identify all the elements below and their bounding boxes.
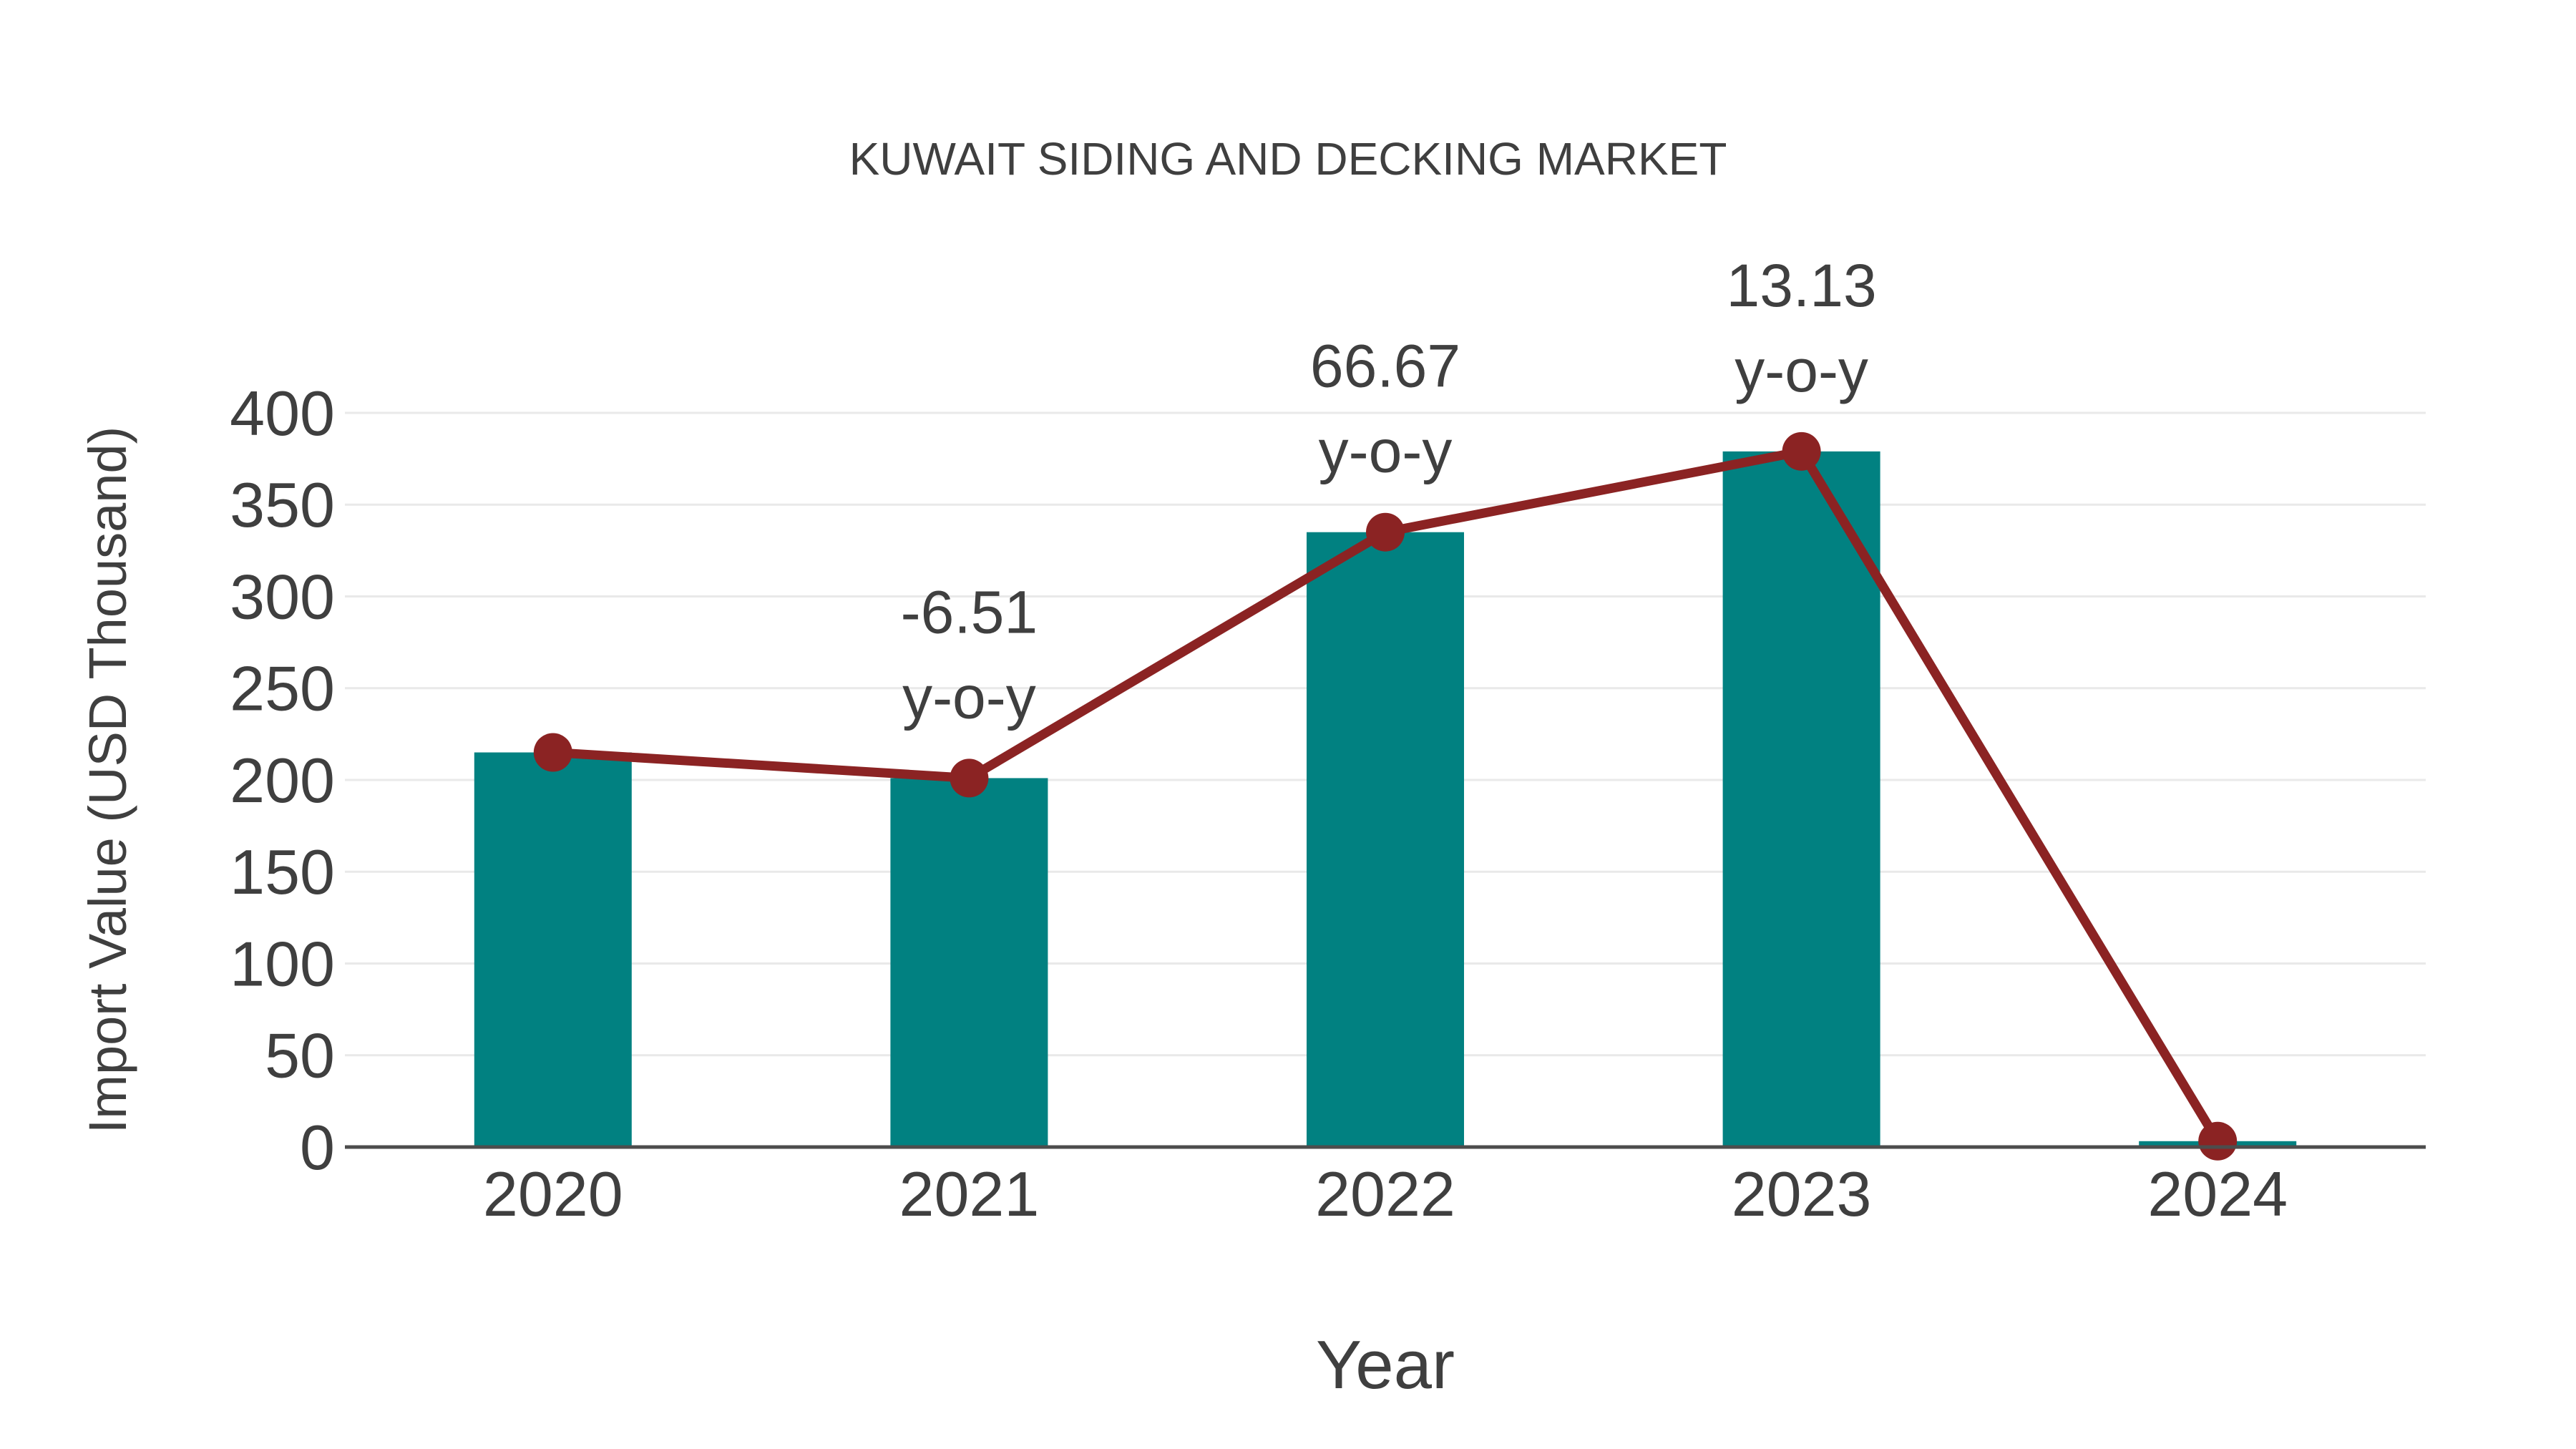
y-tick-label-300: 300 [230, 561, 335, 632]
x-axis-tick-labels: 2020 2021 2022 2023 2024 [483, 1158, 2288, 1229]
line-markers [533, 431, 2238, 1161]
y-tick-label-150: 150 [230, 836, 335, 907]
marker-2020 [533, 733, 572, 772]
marker-2023 [1782, 431, 1821, 471]
y-tick-label-400: 400 [230, 378, 335, 449]
bar-series [474, 451, 2297, 1147]
marker-2022 [1366, 512, 1405, 552]
y-axis-tick-labels: 0 50 100 150 200 250 300 350 400 [230, 378, 335, 1183]
marker-2021 [950, 758, 989, 798]
y-axis-title: Import Value (USD Thousand) [78, 426, 137, 1134]
x-tick-label-2023: 2023 [1732, 1158, 1872, 1229]
y-tick-label-50: 50 [265, 1020, 335, 1091]
y-tick-label-0: 0 [300, 1112, 335, 1183]
y-tick-label-100: 100 [230, 928, 335, 999]
y-tick-label-200: 200 [230, 745, 335, 816]
x-tick-label-2021: 2021 [899, 1158, 1040, 1229]
x-axis-title: Year [1316, 1327, 1455, 1403]
annotation-value-2023: 13.13 [1726, 252, 1876, 319]
bar-2021 [890, 778, 1048, 1147]
x-tick-label-2022: 2022 [1315, 1158, 1455, 1229]
y-tick-label-250: 250 [230, 653, 335, 724]
x-tick-label-2020: 2020 [483, 1158, 623, 1229]
annotations: -6.51 y-o-y 66.67 y-o-y 13.13 y-o-y [901, 252, 1877, 731]
annotation-suffix-2023: y-o-y [1735, 337, 1868, 404]
annotation-value-2022: 66.67 [1310, 333, 1460, 400]
marker-2024 [2198, 1121, 2238, 1161]
annotation-suffix-2022: y-o-y [1319, 418, 1453, 485]
bar-2023 [1722, 451, 1880, 1147]
x-tick-label-2024: 2024 [2147, 1158, 2288, 1229]
annotation-value-2021: -6.51 [901, 578, 1038, 645]
y-tick-label-350: 350 [230, 469, 335, 540]
annotation-suffix-2021: y-o-y [902, 663, 1036, 731]
chart-title: KUWAIT SIDING AND DECKING MARKET [849, 133, 1727, 185]
bar-2020 [474, 752, 632, 1147]
bar-2022 [1307, 532, 1464, 1147]
